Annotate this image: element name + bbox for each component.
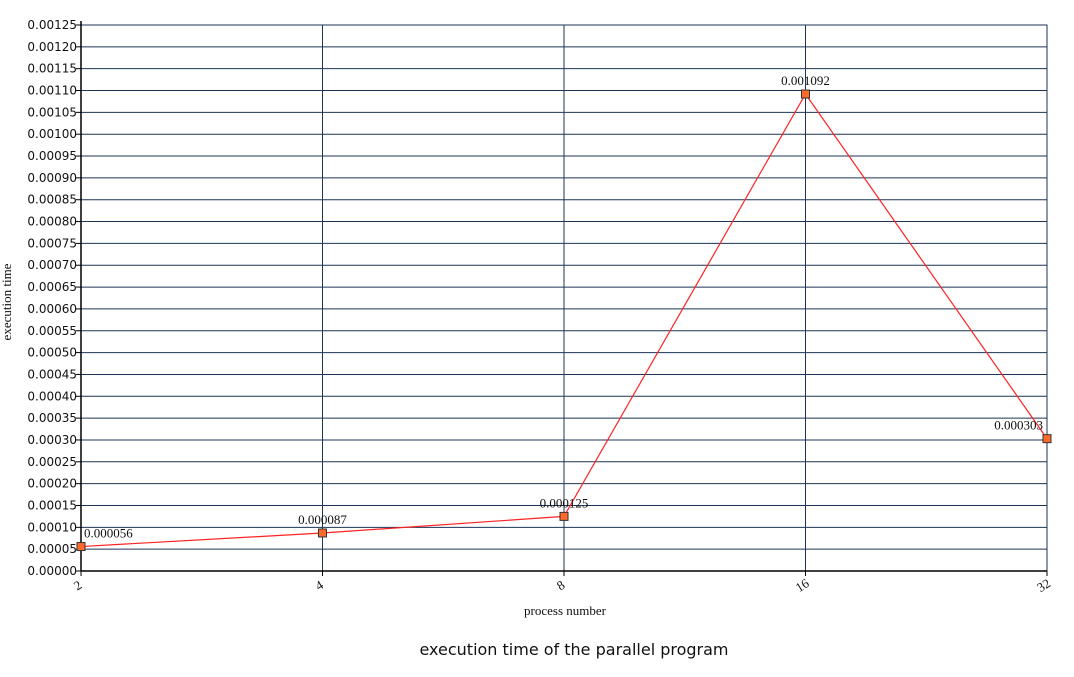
y-tick-label: 0.00040 [27, 389, 77, 403]
y-tick-label: 0.00075 [27, 236, 77, 250]
y-tick-label: 0.00090 [27, 171, 77, 185]
data-label: 0.000125 [540, 495, 589, 510]
y-tick-label: 0.00000 [27, 564, 77, 578]
data-label: 0.000303 [994, 418, 1043, 433]
y-tick-label: 0.00080 [27, 215, 77, 229]
y-tick-label: 0.00095 [27, 149, 77, 163]
y-tick-label: 0.00085 [27, 193, 77, 207]
y-tick-label: 0.00020 [27, 477, 77, 491]
y-tick-label: 0.00065 [27, 280, 77, 294]
chart-title: execution time of the parallel program [419, 640, 729, 659]
y-tick-label: 0.00030 [27, 433, 77, 447]
y-tick-label: 0.00105 [27, 105, 77, 119]
series-group: 0.000056 0.000087 0.000125 0.001092 0.000303 [76, 73, 1052, 552]
y-axis-ticks: 0.00000 0.00005 0.00010 0.00015 0.00020 0.000… [27, 18, 81, 578]
y-tick-label: 0.00010 [27, 520, 77, 534]
data-label: 0.001092 [781, 73, 830, 88]
x-axis-label: process number [524, 603, 607, 618]
grid-lines [80, 21, 1048, 572]
y-tick-label: 0.00070 [27, 258, 77, 272]
y-tick-label: 0.00025 [27, 455, 77, 469]
y-tick-label: 0.00060 [27, 302, 77, 316]
data-label: 0.000087 [298, 512, 347, 527]
y-tick-label: 0.00100 [27, 127, 77, 141]
y-tick-label: 0.00110 [27, 84, 77, 98]
y-tick-label: 0.00005 [27, 542, 77, 556]
x-tick-label: 4 [312, 577, 326, 593]
y-axis-label: execution time [0, 263, 14, 340]
y-tick-label: 0.00045 [27, 367, 77, 381]
y-tick-label: 0.00050 [27, 346, 77, 360]
y-tick-label: 0.00015 [27, 498, 77, 512]
y-tick-label: 0.00125 [27, 18, 77, 32]
y-tick-label: 0.00115 [27, 62, 77, 76]
x-tick-label: 2 [71, 577, 84, 593]
y-tick-label: 0.00120 [27, 40, 77, 54]
x-tick-label: 8 [554, 577, 567, 593]
data-label: 0.000056 [84, 526, 133, 541]
y-tick-label: 0.00035 [27, 411, 77, 425]
x-axis-ticks: 2 4 8 16 32 [71, 571, 1053, 595]
y-tick-label: 0.00055 [27, 324, 77, 338]
data-point-marker [318, 528, 327, 538]
data-point-marker [801, 89, 810, 99]
x-tick-label: 16 [793, 575, 812, 595]
data-point-marker [559, 511, 569, 521]
x-tick-label: 32 [1034, 575, 1053, 595]
data-point-marker [76, 542, 86, 552]
data-point-marker [1042, 434, 1052, 444]
